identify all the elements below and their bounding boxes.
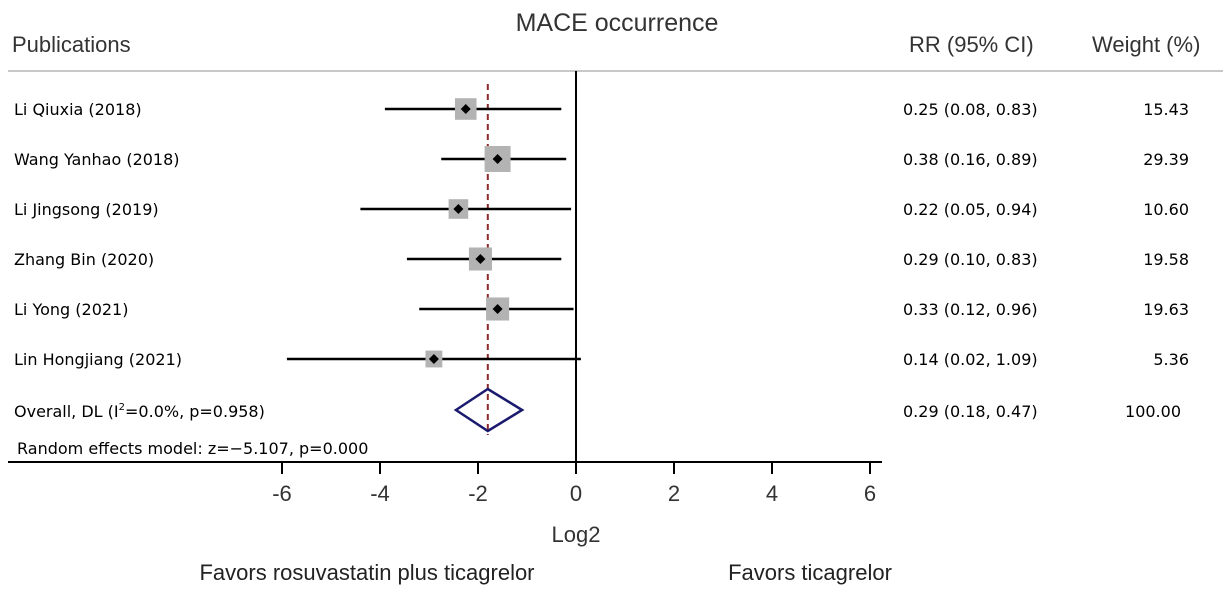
column-header-weight: Weight (%) (1092, 32, 1200, 57)
weight-text: 29.39 (1143, 150, 1189, 169)
study-label: Li Yong (2021) (14, 300, 128, 319)
x-axis: -6 -4 -2 0 2 4 6 (272, 462, 876, 506)
weight-text: 19.63 (1143, 300, 1189, 319)
model-note: Random effects model: z=−5.107, p=0.000 (17, 439, 368, 458)
study-row: Li Jingsong (2019) 0.22 (0.05, 0.94) 10.60 (14, 199, 1189, 219)
overall-label-sup: 2 (119, 402, 125, 413)
overall-label-suffix: =0.0%, p=0.958) (125, 402, 265, 421)
weight-text: 15.43 (1143, 100, 1189, 119)
study-row: Lin Hongjiang (2021) 0.14 (0.02, 1.09) 5.3… (14, 350, 1189, 369)
weight-text: 10.60 (1143, 200, 1189, 219)
point-estimate (428, 354, 439, 364)
ci-text: 0.29 (0.10, 0.83) (903, 250, 1038, 269)
favors-left-label: Favors rosuvastatin plus ticagrelor (199, 560, 534, 585)
weight-text: 19.58 (1143, 250, 1189, 269)
x-tick-label: -6 (272, 481, 292, 506)
overall-label-prefix: Overall, DL (I (14, 402, 119, 421)
chart-title: MACE occurrence (516, 9, 719, 37)
x-tick-label: 2 (668, 481, 680, 506)
column-header-rr: RR (95% CI) (909, 32, 1034, 57)
ci-text: 0.22 (0.05, 0.94) (903, 200, 1038, 219)
ci-text: 0.38 (0.16, 0.89) (903, 150, 1038, 169)
point-estimate (492, 154, 503, 164)
x-tick-label: -2 (468, 481, 488, 506)
study-label: Zhang Bin (2020) (14, 250, 154, 269)
ci-text: 0.14 (0.02, 1.09) (903, 350, 1038, 369)
study-rows: Li Qiuxia (2018) 0.25 (0.08, 0.83) 15.43 Wa… (14, 98, 1189, 433)
x-tick-label: 4 (766, 481, 778, 506)
x-tick-label: -4 (370, 481, 390, 506)
point-estimate (460, 104, 471, 114)
study-label: Lin Hongjiang (2021) (14, 350, 182, 369)
overall-diamond (453, 387, 525, 433)
study-label: Wang Yanhao (2018) (14, 150, 180, 169)
point-estimate (453, 204, 464, 214)
weight-text: 5.36 (1153, 350, 1189, 369)
study-row: Li Qiuxia (2018) 0.25 (0.08, 0.83) 15.43 (14, 98, 1189, 120)
x-axis-label: Log2 (552, 522, 601, 547)
ci-text: 0.33 (0.12, 0.96) (903, 300, 1038, 319)
study-label: Li Jingsong (2019) (14, 200, 159, 219)
study-row: Li Yong (2021) 0.33 (0.12, 0.96) 19.63 (14, 297, 1189, 321)
x-tick-label: 6 (864, 481, 876, 506)
reference-lines (486, 71, 577, 462)
overall-weight-text: 100.00 (1125, 402, 1181, 421)
ci-text: 0.25 (0.08, 0.83) (903, 100, 1038, 119)
point-estimate (492, 304, 503, 314)
study-row: Zhang Bin (2020) 0.29 (0.10, 0.83) 19.58 (14, 247, 1189, 271)
overall-ci-text: 0.29 (0.18, 0.47) (903, 402, 1038, 421)
x-tick-label: 0 (570, 481, 582, 506)
favors-right-label: Favors ticagrelor (728, 560, 892, 585)
study-label: Li Qiuxia (2018) (14, 100, 142, 119)
study-row: Wang Yanhao (2018) 0.38 (0.16, 0.89) 29.39 (14, 146, 1189, 172)
column-header-publications: Publications (12, 32, 131, 57)
point-estimate (475, 254, 486, 264)
overall-label: Overall, DL (I2=0.0%, p=0.958) (14, 402, 265, 421)
